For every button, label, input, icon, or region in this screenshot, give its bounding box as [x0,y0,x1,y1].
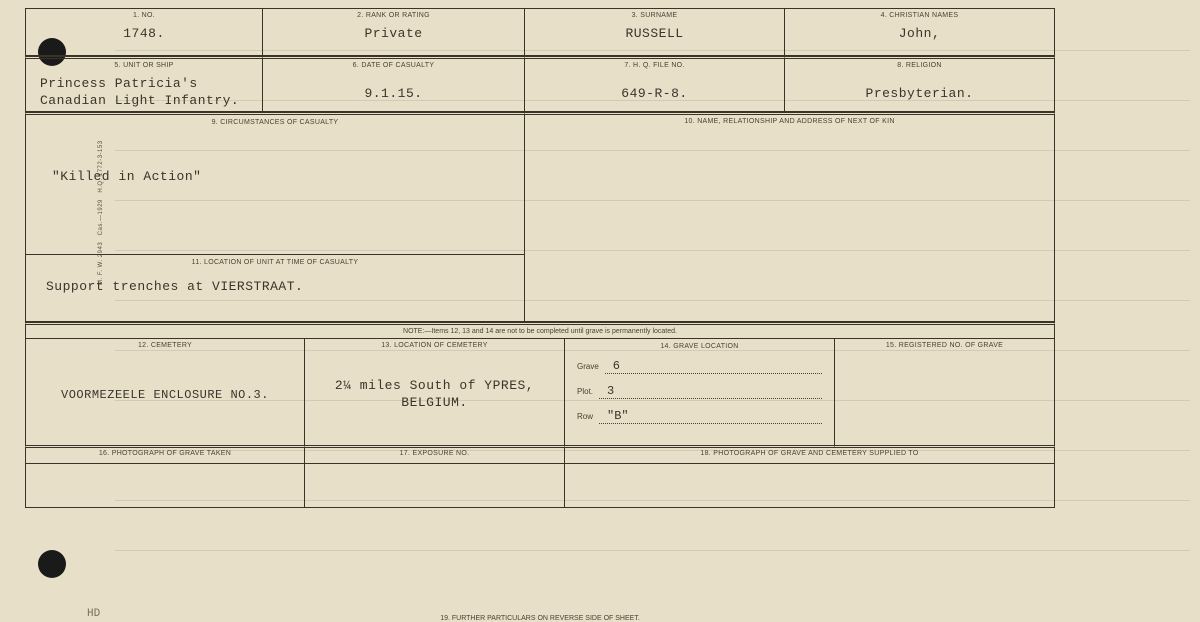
field-label: 16. PHOTOGRAPH OF GRAVE TAKEN [28,450,302,460]
grave-label: Grave [577,362,599,371]
field-value-hq-file: 649-R-8. [531,72,778,101]
field-label: 13. LOCATION OF CEMETERY [311,342,558,352]
field-value-unit: Princess Patricia's Canadian Light Infan… [32,72,256,110]
field-value-christian-names: John, [791,22,1048,41]
field-label: 15. REGISTERED NO. OF GRAVE [841,342,1048,352]
field-label: 2. RANK OR RATING [269,12,518,22]
field-label: 1. NO. [32,12,256,22]
field-value-surname: RUSSELL [531,22,778,41]
field-christian-names: 4. CHRISTIAN NAMES John, [785,8,1055,56]
field-photo-taken-hdr: 16. PHOTOGRAPH OF GRAVE TAKEN [25,448,305,464]
field-label: 8. RELIGION [791,62,1048,72]
field-religion: 8. RELIGION Presbyterian. [785,56,1055,112]
field-label: 12. CEMETERY [32,342,298,352]
field-value-rank: Private [269,22,518,41]
field-label: 4. CHRISTIAN NAMES [791,12,1048,22]
field-photo-supplied-hdr: 18. PHOTOGRAPH OF GRAVE AND CEMETERY SUP… [565,448,1055,464]
field-value-circumstances: "Killed in Action" [34,129,516,184]
field-label: 18. PHOTOGRAPH OF GRAVE AND CEMETERY SUP… [567,450,1052,460]
row-value: "B" [599,409,822,424]
field-photo-supplied [565,464,1055,508]
field-circumstances: 9. CIRCUMSTANCES OF CASUALTY "Killed in … [25,112,525,322]
field-surname: 3. SURNAME RUSSELL [525,8,785,56]
record-card: 1. NO. 1748. 2. RANK OR RATING Private 3… [25,8,1055,608]
field-label: 14. GRAVE LOCATION [565,343,834,353]
field-label: 6. DATE OF CASUALTY [269,62,518,72]
field-label: 5. UNIT OR SHIP [32,62,256,72]
field-value-location-unit: Support trenches at VIERSTRAAT. [34,269,516,294]
plot-label: Plot. [577,387,593,396]
field-label: 17. EXPOSURE NO. [307,450,562,460]
field-no: 1. NO. 1748. [25,8,263,56]
field-value-no: 1748. [32,22,256,41]
grave-value: 6 [605,359,822,374]
field-value-cemetery: VOORMEZEELE ENCLOSURE NO.3. [32,352,298,402]
field-label: 9. CIRCUMSTANCES OF CASUALTY [34,119,516,129]
field-cemetery: 12. CEMETERY VOORMEZEELE ENCLOSURE NO.3. [25,338,305,448]
field-date-casualty: 6. DATE OF CASUALTY 9.1.15. [263,56,525,112]
field-next-of-kin: 10. NAME, RELATIONSHIP AND ADDRESS OF NE… [525,112,1055,322]
row-label: Row [577,412,593,421]
corner-mark: HD [87,608,100,620]
field-value-date: 9.1.15. [269,72,518,101]
field-photo-taken [25,464,305,508]
field-label: 11. LOCATION OF UNIT AT TIME OF CASUALTY [34,259,516,269]
plot-value: 3 [599,384,822,399]
field-cemetery-location: 13. LOCATION OF CEMETERY 2¼ miles South … [305,338,565,448]
row-line: Row "B" [577,409,822,424]
field-label: 3. SURNAME [531,12,778,22]
field-unit: 5. UNIT OR SHIP Princess Patricia's Cana… [25,56,263,112]
field-hq-file-no: 7. H. Q. FILE NO. 649-R-8. [525,56,785,112]
field-exposure-no [305,464,565,508]
plot-line: Plot. 3 [577,384,822,399]
field-label: 7. H. Q. FILE NO. [531,62,778,72]
field-label: 10. NAME, RELATIONSHIP AND ADDRESS OF NE… [531,118,1048,128]
grave-line: Grave 6 [577,359,822,374]
footer-note: 19. FURTHER PARTICULARS ON REVERSE SIDE … [25,615,1055,622]
field-grave-location: 14. GRAVE LOCATION Grave 6 Plot. 3 Row "… [565,338,835,448]
field-value-cemetery-location: 2¼ miles South of YPRES, BELGIUM. [311,352,558,412]
field-registered-no: 15. REGISTERED NO. OF GRAVE [835,338,1055,448]
field-rank: 2. RANK OR RATING Private [263,8,525,56]
field-exposure-no-hdr: 17. EXPOSURE NO. [305,448,565,464]
field-value-religion: Presbyterian. [791,72,1048,101]
